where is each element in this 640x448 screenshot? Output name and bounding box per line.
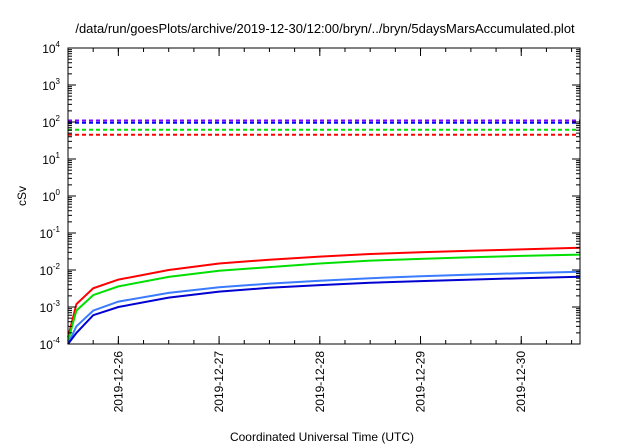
y-tick-base: 10 [42, 42, 56, 56]
y-tick-exponent: 4 [56, 40, 61, 49]
plot-frame [67, 47, 581, 345]
y-tick-exponent: -3 [53, 299, 61, 308]
series-layer [67, 119, 581, 345]
x-tick-label: 2019-12-27 [212, 351, 226, 413]
y-tick-base: 10 [40, 301, 54, 315]
x-tick-label: 2019-12-26 [111, 351, 125, 413]
y-tick-exponent: -1 [53, 225, 61, 234]
y-tick-base: 10 [42, 190, 56, 204]
series-line-1 [67, 246, 581, 338]
series-line-4 [67, 275, 581, 345]
y-tick-label: 100 [42, 188, 60, 204]
y-tick-label: 10-1 [40, 225, 61, 241]
y-tick-label: 101 [42, 151, 60, 167]
y-tick-exponent: -2 [53, 262, 61, 271]
y-tick-exponent: 3 [56, 77, 61, 86]
y-tick-exponent: 2 [56, 114, 61, 123]
y-tick-label: 102 [42, 114, 60, 130]
y-tick-label: 10-2 [40, 262, 61, 278]
y-tick-base: 10 [40, 338, 54, 352]
y-tick-base: 10 [42, 153, 56, 167]
y-tick-label: 103 [42, 77, 60, 93]
y-tick-label: 10-3 [40, 299, 61, 315]
chart-title: /data/run/goesPlots/archive/2019-12-30/1… [75, 21, 575, 36]
x-tick-label: 2019-12-28 [313, 351, 327, 413]
y-tick-label: 10-4 [40, 336, 61, 352]
y-tick-base: 10 [42, 79, 56, 93]
x-axis-label: Coordinated Universal Time (UTC) [230, 430, 414, 444]
y-axis-label: cSv [15, 186, 29, 206]
y-tick-label: 104 [42, 40, 60, 56]
y-tick-base: 10 [40, 264, 54, 278]
y-tick-base: 10 [40, 227, 54, 241]
x-tick-label: 2019-12-30 [514, 351, 528, 413]
tick-layer: 10410310210110010-110-210-310-42019-12-2… [40, 40, 580, 412]
series-line-3 [67, 270, 581, 345]
x-tick-label: 2019-12-29 [414, 351, 428, 413]
y-tick-exponent: 1 [56, 151, 61, 160]
y-tick-base: 10 [42, 116, 56, 130]
series-line-2 [67, 253, 581, 342]
y-tick-exponent: 0 [56, 188, 61, 197]
y-tick-exponent: -4 [53, 336, 61, 345]
